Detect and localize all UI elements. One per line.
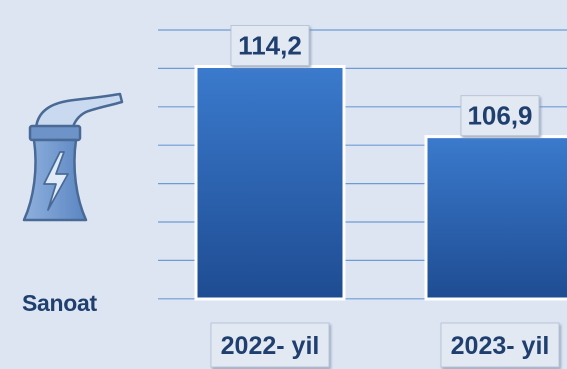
bar-1: [194, 65, 346, 301]
tick-label: 2022- yil: [221, 332, 320, 360]
category-label-box: [440, 322, 560, 368]
data-label: 106,9: [467, 101, 532, 131]
tick-label: 2023- yil: [451, 332, 550, 360]
data-label: 114,2: [238, 31, 302, 61]
bar-2: [424, 135, 567, 301]
value-label-box: [230, 25, 310, 67]
factory-icon-graphic: [22, 92, 124, 222]
factory-icon: [8, 88, 128, 228]
sector-label: Sanoat: [22, 290, 97, 316]
value-label-box: [460, 95, 540, 137]
category-label-box: [210, 322, 330, 368]
